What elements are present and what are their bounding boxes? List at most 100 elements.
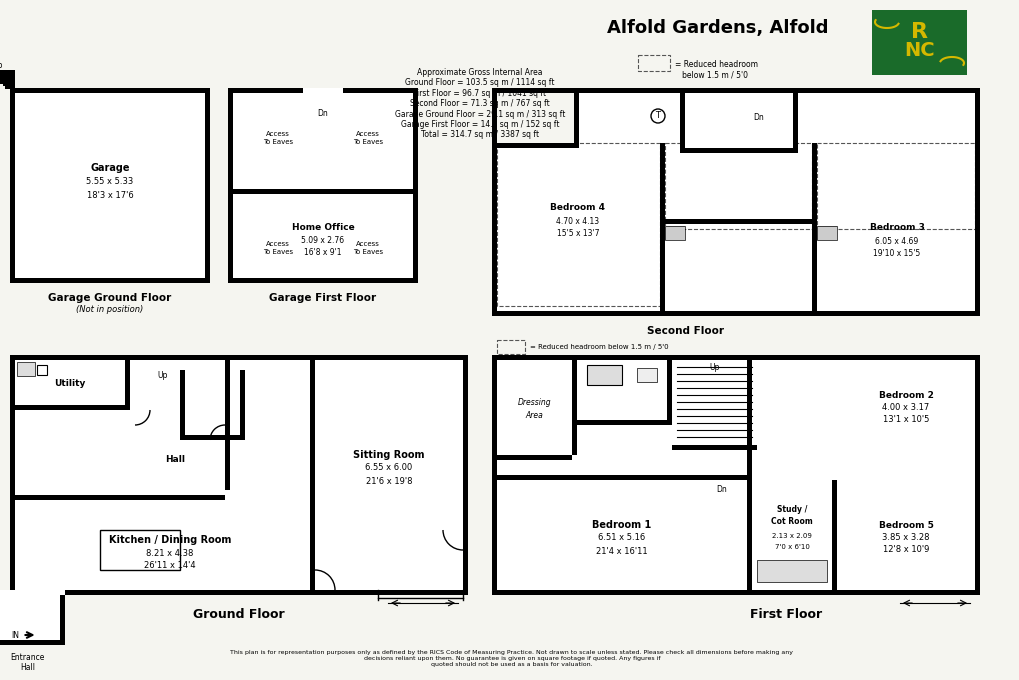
Bar [672,360,756,450]
Text: Bedroom 4: Bedroom 4 [550,203,605,212]
Text: 5.09 x 2.76: 5.09 x 2.76 [302,236,344,245]
Text: Approximate Gross Internal Area
Ground Floor = 103.5 sq m / 1114 sq ft
First Flo: Approximate Gross Internal Area Ground F… [394,68,565,139]
Text: 15'5 x 13'7: 15'5 x 13'7 [556,228,599,237]
Bar [413,88,418,283]
Bar [15,360,129,410]
Text: 21'6 x 19'8: 21'6 x 19'8 [366,477,412,486]
Bar [0,590,65,645]
Bar [680,93,685,153]
Bar [816,226,837,240]
Bar [0,75,15,79]
Bar [491,590,979,595]
Bar [228,278,418,283]
Text: = Reduced headroom: = Reduced headroom [675,60,757,69]
Text: Up: Up [158,371,168,379]
Text: Dn: Dn [716,486,727,494]
Bar [491,88,496,316]
Bar [60,590,65,645]
Bar [10,590,468,595]
Bar [664,143,811,229]
Bar [0,70,15,75]
Bar [239,370,245,440]
Bar [10,88,210,283]
Bar [659,219,811,224]
Text: 13'1 x 10'5: 13'1 x 10'5 [882,415,928,424]
Text: Bedroom 5: Bedroom 5 [877,520,932,530]
Bar [228,88,418,283]
Bar [0,79,15,83]
Text: Second Floor: Second Floor [647,326,723,336]
Bar [10,355,15,595]
Text: Up: Up [0,61,2,71]
Bar [659,143,664,311]
Text: IN: IN [11,630,19,639]
Bar [974,88,979,316]
Text: (Not in position): (Not in position) [76,305,144,314]
Bar [792,93,797,153]
Bar [871,10,966,75]
Text: Bedroom 3: Bedroom 3 [869,224,923,233]
Text: Entrance: Entrance [10,653,45,662]
Text: Garage Ground Floor: Garage Ground Floor [48,293,171,303]
Bar [37,365,47,375]
Text: 8.21 x 4.38: 8.21 x 4.38 [146,549,194,558]
Text: 3.85 x 3.28: 3.85 x 3.28 [881,534,929,543]
Bar [577,360,666,425]
Bar [228,88,418,93]
Text: Access
To Eaves: Access To Eaves [353,131,383,145]
Text: This plan is for representation purposes only as defined by the RICS Code of Mea: This plan is for representation purposes… [230,650,793,666]
Bar [179,370,245,440]
Bar [491,88,979,316]
Bar [496,455,572,460]
Bar [310,360,315,590]
Text: 2.13 x 2.09: 2.13 x 2.09 [771,533,811,539]
Text: Hall: Hall [165,456,184,464]
Text: Access
To Eaves: Access To Eaves [263,131,292,145]
Text: Utility: Utility [54,379,86,388]
Text: 6.05 x 4.69: 6.05 x 4.69 [874,237,918,245]
Bar [10,88,15,283]
Bar [664,226,685,240]
Bar [175,278,210,283]
Bar [574,93,579,148]
Bar [10,88,210,93]
Text: Bedroom 2: Bedroom 2 [877,390,932,400]
Bar [5,85,15,89]
Bar [816,226,837,240]
Text: First Floor: First Floor [749,609,821,622]
Bar [100,530,179,570]
Bar [837,360,974,475]
Text: Kitchen / Dining Room: Kitchen / Dining Room [109,535,231,545]
Bar [816,143,974,229]
Text: R: R [910,22,927,42]
Text: 6.51 x 5.16: 6.51 x 5.16 [598,534,645,543]
Bar [496,93,579,148]
Text: Area: Area [525,411,543,420]
Text: 12'8 x 10'9: 12'8 x 10'9 [882,545,928,554]
Bar [179,435,245,440]
Bar [125,360,129,410]
Bar [491,311,979,316]
Bar [491,355,979,595]
Bar [832,480,837,590]
Bar [666,360,672,425]
Bar [8,85,15,89]
Bar [491,355,979,360]
Text: Cot Room: Cot Room [770,517,812,526]
Bar [672,445,756,450]
Text: 4.00 x 3.17: 4.00 x 3.17 [881,403,928,413]
Bar [10,355,468,360]
Bar [496,143,579,148]
Bar [228,88,232,283]
Text: Garage First Floor: Garage First Floor [269,293,376,303]
Bar [10,355,468,595]
Text: 7'0 x 6'10: 7'0 x 6'10 [773,544,809,550]
Bar [15,495,225,500]
Text: 18'3 x 17'6: 18'3 x 17'6 [87,192,133,201]
Bar [756,560,826,582]
Text: Ground Floor: Ground Floor [193,609,284,622]
Bar [572,360,577,455]
Text: Bedroom 1: Bedroom 1 [592,520,651,530]
Bar [0,76,15,80]
Bar [637,55,669,71]
